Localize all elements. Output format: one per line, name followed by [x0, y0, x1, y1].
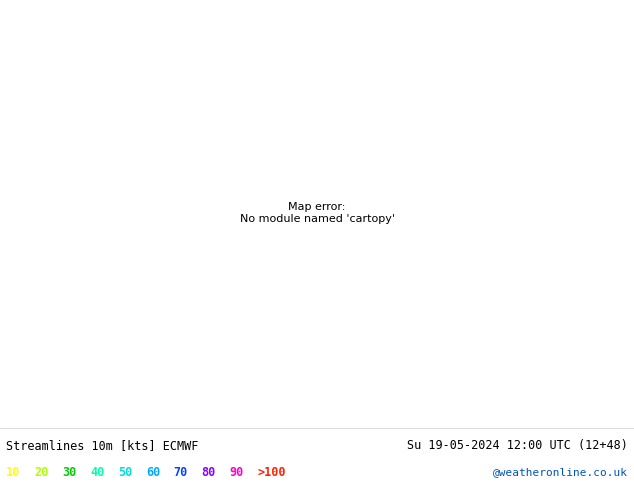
Text: 90: 90: [230, 466, 243, 479]
Text: @weatheronline.co.uk: @weatheronline.co.uk: [493, 467, 628, 477]
Text: 30: 30: [62, 466, 76, 479]
Text: 10: 10: [6, 466, 20, 479]
Text: 60: 60: [146, 466, 160, 479]
Text: Su 19-05-2024 12:00 UTC (12+48): Su 19-05-2024 12:00 UTC (12+48): [407, 439, 628, 452]
Text: 40: 40: [90, 466, 104, 479]
Text: 50: 50: [118, 466, 132, 479]
Text: Map error:
No module named 'cartopy': Map error: No module named 'cartopy': [240, 202, 394, 224]
Text: >100: >100: [257, 466, 286, 479]
Text: 70: 70: [174, 466, 188, 479]
Text: Streamlines 10m [kts] ECMWF: Streamlines 10m [kts] ECMWF: [6, 439, 198, 452]
Text: 20: 20: [34, 466, 48, 479]
Text: 80: 80: [202, 466, 216, 479]
